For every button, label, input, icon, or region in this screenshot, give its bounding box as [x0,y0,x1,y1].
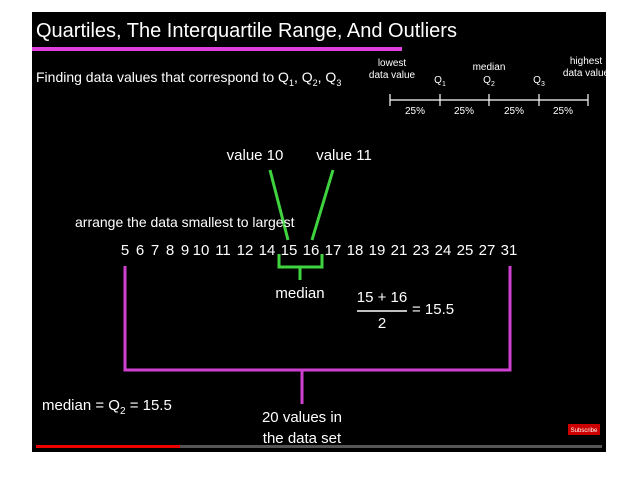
denominator: 2 [378,315,386,332]
count-label: the data set [263,430,342,447]
bracket [123,266,512,372]
progress-played [36,445,180,448]
label: highest [570,56,602,67]
label: data value [369,70,416,81]
subscript: 3 [541,81,545,88]
label: lowest [378,58,407,69]
data-value: 5 [121,242,129,259]
subtitle-part: Finding data values that correspond to Q [36,69,289,85]
data-value: 16 [303,242,320,259]
number-line [389,94,589,106]
data-value: 23 [413,242,430,259]
annotation: value 10 [227,147,284,164]
subtitle: Finding data values that correspond to Q… [36,69,341,88]
count-bracket [123,266,512,404]
data-value: 25 [457,242,474,259]
annotation: value 11 [316,147,372,164]
data-value: 19 [369,242,386,259]
numerator: 15 + 16 [357,289,407,306]
median-pointer [268,169,335,280]
part: median = Q [42,397,120,414]
data-value: 12 [237,242,254,259]
data-value: 9 [181,242,189,259]
percent: 25% [454,106,474,117]
subscript: 2 [313,78,318,88]
q: Q [434,75,442,86]
percent: 25% [553,106,573,117]
subscript: 1 [289,78,294,88]
q: Q [533,75,541,86]
part: = 15.5 [126,397,172,414]
arrow [310,169,335,241]
subscript: 1 [442,81,446,88]
data-value: 17 [325,242,342,259]
data-value: 18 [347,242,364,259]
instruction: arrange the data smallest to largest [75,214,295,230]
data-value: 15 [281,242,298,259]
percent: 25% [504,106,524,117]
title: Quartiles, The Interquartile Range, And … [36,20,457,42]
label: Q1 [434,75,446,88]
label: median [473,62,506,73]
subscribe-text[interactable]: Subscribe [571,428,598,434]
label: Q3 [533,75,545,88]
label: data value [563,68,610,79]
slide-background [32,12,606,452]
subscript: 2 [491,81,495,88]
data-value: 10 [193,242,210,259]
q: Q [483,75,491,86]
title-underline [32,47,402,51]
data-value: 21 [391,242,408,259]
subscribe-button[interactable] [568,424,600,435]
data-value: 27 [479,242,496,259]
arrow [268,169,290,241]
subscript: 2 [120,406,126,417]
result: = 15.5 [412,301,454,318]
data-value: 24 [435,242,452,259]
data-value: 31 [501,242,518,259]
data-value: 11 [215,242,231,259]
label: Q2 [483,75,495,88]
data-value: 7 [151,242,159,259]
subtitle-part: , Q [318,69,337,85]
subtitle-part: , Q [294,69,313,85]
data-values: 5 6 7 8 9 10 11 12 14 15 16 17 18 19 21 23 24 25 27 31 [121,242,518,259]
percent: 25% [405,106,425,117]
count-label: 20 values in [262,409,342,426]
data-value: 14 [259,242,276,259]
data-value: 8 [166,242,174,259]
median-equation: median = Q2 = 15.5 [42,397,172,417]
median-label: median [275,285,324,302]
data-value: 6 [136,242,144,259]
subscript: 3 [336,78,341,88]
progress-track[interactable] [36,445,602,448]
